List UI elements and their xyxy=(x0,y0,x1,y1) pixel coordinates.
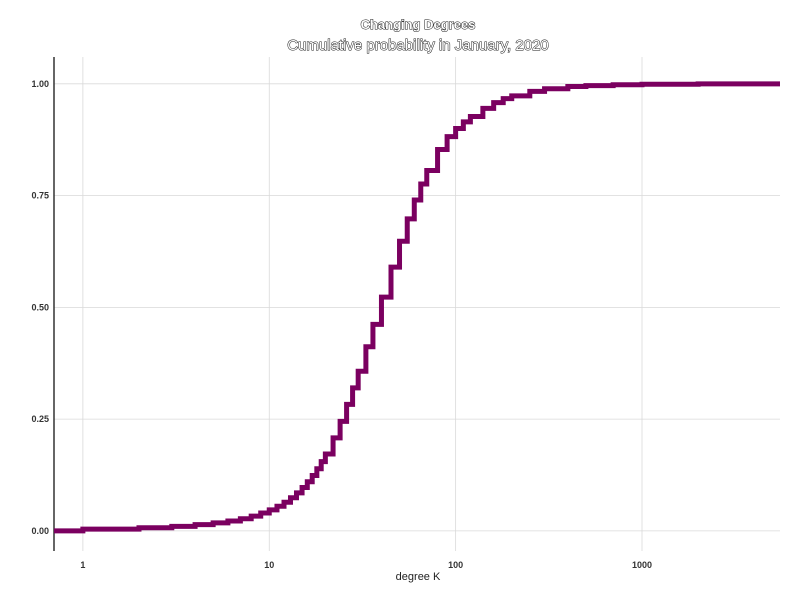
x-axis-title: degree K xyxy=(396,571,441,583)
series-layer xyxy=(54,81,780,534)
cdf-series-line-0 xyxy=(54,81,780,534)
x-tick-label-10: 10 xyxy=(264,560,274,570)
y-tick-label-0.50: 0.50 xyxy=(31,302,49,312)
chart-subtitle: Cumulative probability in January, 2020 xyxy=(287,37,549,54)
x-tick-label-1000: 1000 xyxy=(632,560,652,570)
chart-title: Changing Degrees xyxy=(361,17,476,32)
y-tick-label-0.25: 0.25 xyxy=(31,414,49,424)
y-tick-label-1.00: 1.00 xyxy=(31,79,49,89)
x-tick-label-1: 1 xyxy=(80,560,85,570)
y-tick-label-0.00: 0.00 xyxy=(31,526,49,536)
tick-labels: 1 10 100 1000 0.00 0.25 0.50 0.75 1.00 xyxy=(31,79,652,570)
x-tick-label-100: 100 xyxy=(448,560,463,570)
y-tick-label-0.75: 0.75 xyxy=(31,191,49,201)
grid-lines xyxy=(54,57,780,551)
